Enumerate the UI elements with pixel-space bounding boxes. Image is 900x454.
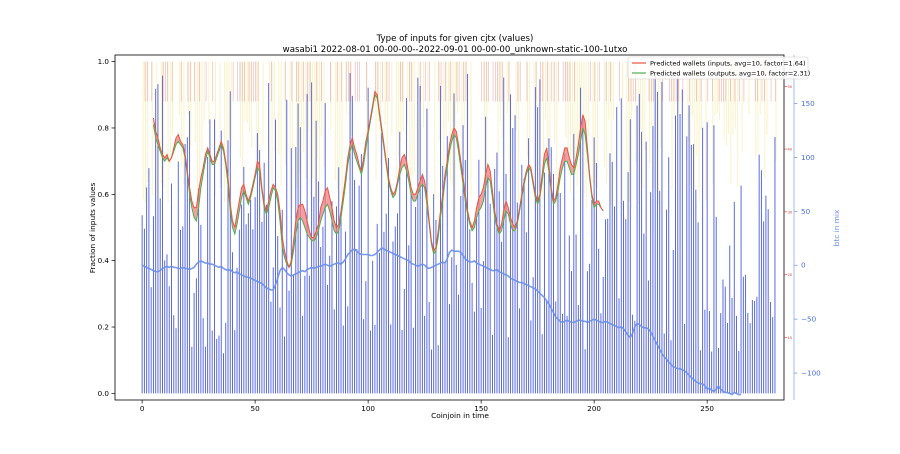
legend-label-inputs: Predicted wallets (inputs, avg=10, facto… bbox=[650, 60, 806, 68]
legend: Predicted wallets (inputs, avg=10, facto… bbox=[627, 56, 810, 80]
lines-layer bbox=[141, 90, 742, 396]
y2-tick-label: −50 bbox=[801, 315, 817, 324]
y2-tick-label: −100 bbox=[801, 369, 821, 378]
y-axis-label: Fraction of inputs values bbox=[88, 183, 97, 274]
plot-frame bbox=[114, 54, 785, 401]
y2-tick-label: 50 bbox=[801, 207, 811, 216]
y2-tick-label: 0 bbox=[801, 261, 806, 270]
y2-tick-label: 150 bbox=[801, 99, 815, 108]
y-tick-label: 1.0 bbox=[98, 57, 110, 66]
x-tick-label: 250 bbox=[700, 404, 714, 413]
x-tick-label: 100 bbox=[361, 404, 375, 413]
y2-axis-label: btc in mix bbox=[832, 209, 841, 246]
legend-label-outputs: Predicted wallets (outputs, avg=10, fact… bbox=[650, 70, 810, 78]
y3-tick-label: 50 bbox=[788, 85, 793, 89]
y2-tick-label: 100 bbox=[801, 153, 815, 162]
bars-layer bbox=[141, 61, 777, 394]
line-btc-in-mix bbox=[141, 247, 742, 396]
y3-tick-label: 40 bbox=[788, 148, 793, 152]
x-axis-label: Coinjoin in time bbox=[431, 411, 489, 420]
x-tick-label: 0 bbox=[140, 404, 145, 413]
y3-tick-label: 10 bbox=[788, 336, 793, 340]
chart-title: Type of inputs for given cjtx (values) bbox=[376, 34, 534, 44]
y-tick-label: 0.4 bbox=[98, 256, 110, 265]
line-inputs bbox=[152, 90, 604, 269]
y3-tick-label: 30 bbox=[788, 210, 793, 214]
x-tick-label: 50 bbox=[251, 404, 261, 413]
y-tick-label: 0.6 bbox=[98, 190, 110, 199]
chart-subtitle: wasabi1 2022-08-01 00-00-00--2022-09-01 … bbox=[283, 45, 628, 55]
y3-tick-label: 20 bbox=[788, 273, 793, 277]
x-tick-label: 150 bbox=[474, 404, 488, 413]
y-tick-label: 0.8 bbox=[98, 123, 110, 132]
axes-layer: 0 50 100 150 200 2500.00.20.40.60.81.0−100−50… bbox=[98, 55, 821, 413]
x-tick-label: 200 bbox=[587, 404, 601, 413]
y-tick-label: 0.0 bbox=[98, 389, 110, 398]
y-tick-label: 0.2 bbox=[98, 323, 109, 332]
